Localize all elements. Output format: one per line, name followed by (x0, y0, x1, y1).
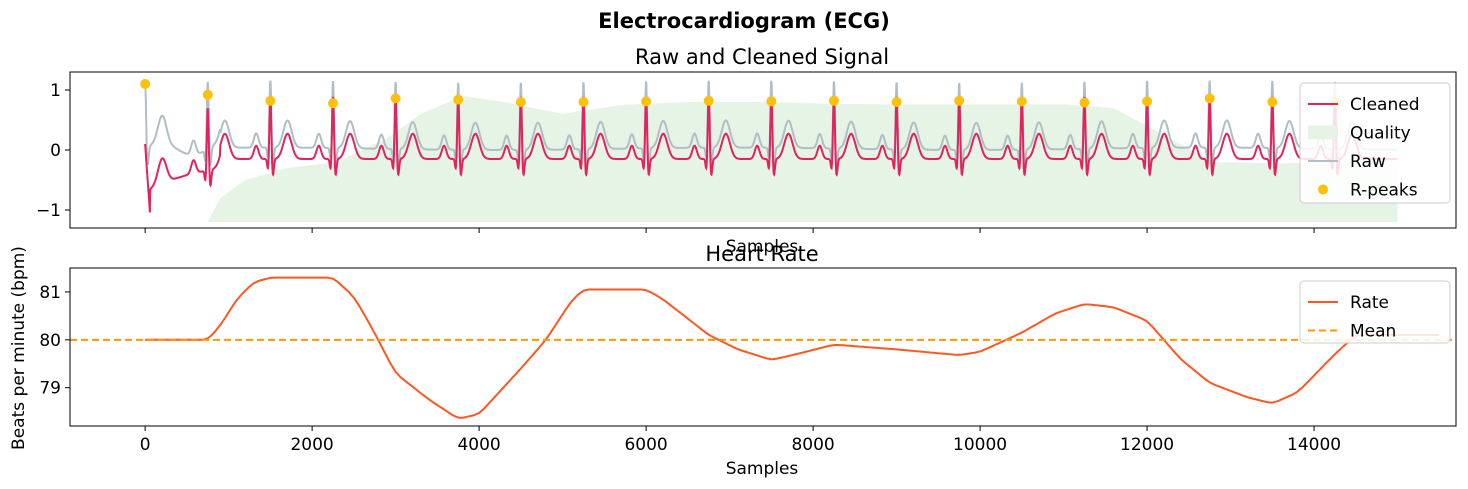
r-peak-point (515, 97, 526, 107)
axes-frame (69, 267, 1457, 427)
series-raw-line (144, 80, 1398, 170)
signal-panel-title: Raw and Cleaned Signal (635, 45, 889, 69)
r-peak-point (828, 95, 839, 106)
r-peak-point (954, 95, 965, 106)
heart-rate-legend: Rate Mean (1299, 280, 1451, 344)
heart-rate-panel-xlabel: Samples (726, 459, 799, 479)
r-peak-point (140, 79, 151, 89)
heart-rate-panel-title: Heart Rate (705, 242, 818, 266)
legend-label: Quality (1350, 124, 1411, 144)
x-tick-label: 4000 (457, 435, 500, 455)
y-tick-label: 79 (39, 379, 61, 399)
x-tick-label: 12000 (1120, 435, 1174, 455)
r-peak-point (891, 97, 902, 107)
x-tick-label: 8000 (791, 435, 834, 455)
legend-label: Raw (1350, 152, 1386, 172)
r-peak-point (641, 96, 652, 107)
r-peak-point (202, 89, 213, 100)
r-peak-point (1016, 96, 1027, 107)
legend-label: Rate (1350, 293, 1389, 313)
x-tick-label: 0 (140, 435, 151, 455)
r-peak-point (265, 95, 276, 106)
legend-marker (1318, 184, 1328, 195)
r-peak-point (766, 96, 777, 107)
y-tick-label: 81 (39, 283, 61, 303)
y-tick-label: 0 (50, 141, 61, 161)
x-tick-label: 2000 (290, 435, 333, 455)
x-tick-label: 6000 (624, 435, 667, 455)
r-peak-point (1142, 96, 1153, 107)
x-tick-label: 10000 (953, 435, 1007, 455)
signal-panel: Raw and Cleaned Signal −1 0 1 Samples Clea… (36, 45, 1457, 257)
y-tick-label: 1 (50, 81, 61, 101)
x-tick-label: 14000 (1287, 435, 1341, 455)
legend-frame (1299, 82, 1451, 204)
legend-frame (1299, 280, 1451, 344)
legend-marker (1308, 125, 1338, 140)
r-peak-point (1079, 97, 1090, 108)
r-peak-point (578, 97, 589, 107)
r-peak-point (328, 98, 339, 109)
r-peak-point (703, 95, 714, 106)
signal-legend: Cleaned Quality Raw R-peaks (1299, 82, 1451, 204)
heart-rate-panel-ylabel: Beats per minute (bpm) (9, 246, 29, 450)
r-peak-point (1204, 93, 1215, 104)
y-tick-label: 80 (39, 331, 61, 351)
y-tick-label: −1 (36, 201, 61, 221)
series-rate-line (145, 276, 1440, 419)
r-peak-point (1267, 97, 1278, 107)
r-peak-point (453, 94, 464, 105)
legend-label: R-peaks (1350, 181, 1418, 201)
figure-suptitle: Electrocardiogram (ECG) (598, 9, 890, 33)
signal-panel-xlabel: Samples (726, 237, 799, 257)
r-peak-point (390, 93, 401, 104)
heart-rate-panel: Heart Rate 0 2000 4000 6000 8000 10000 12000 14… (9, 242, 1457, 479)
legend-label: Cleaned (1350, 95, 1420, 115)
legend-label: Mean (1350, 322, 1396, 342)
